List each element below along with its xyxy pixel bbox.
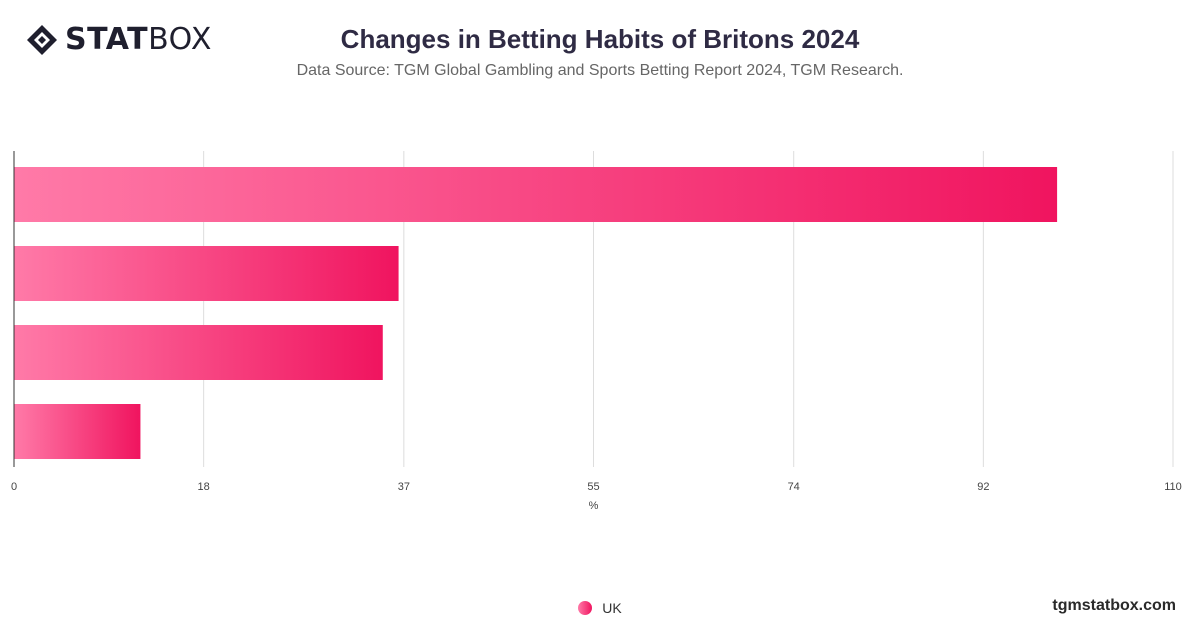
x-tick-label: 110 <box>1164 481 1182 493</box>
x-tick-label: 37 <box>398 481 410 493</box>
x-tick-label: 0 <box>11 481 17 493</box>
statbox-logo: STATBOX <box>25 22 212 58</box>
chart-subtitle: Data Source: TGM Global Gambling and Spo… <box>296 62 904 79</box>
logo-text-box: BOX <box>148 22 212 57</box>
x-axis-title: % <box>589 500 599 512</box>
bar[interactable] <box>14 246 399 301</box>
logo-text-stat: STAT <box>65 22 149 57</box>
x-tick-label: 74 <box>788 481 800 493</box>
bar[interactable] <box>14 325 383 380</box>
x-tick-label: 92 <box>977 481 989 493</box>
site-url: tgmstatbox.com <box>1052 597 1176 614</box>
bar[interactable] <box>14 404 141 459</box>
x-tick-label: 55 <box>587 481 599 493</box>
legend-label[interactable]: UK <box>602 600 622 616</box>
chart-title: Changes in Betting Habits of Britons 202… <box>340 24 860 54</box>
legend: UK <box>0 600 1200 616</box>
statbox-diamond-icon <box>27 25 57 55</box>
bar[interactable] <box>14 167 1058 222</box>
legend-marker[interactable] <box>578 601 593 615</box>
x-tick-label: 18 <box>198 481 210 493</box>
